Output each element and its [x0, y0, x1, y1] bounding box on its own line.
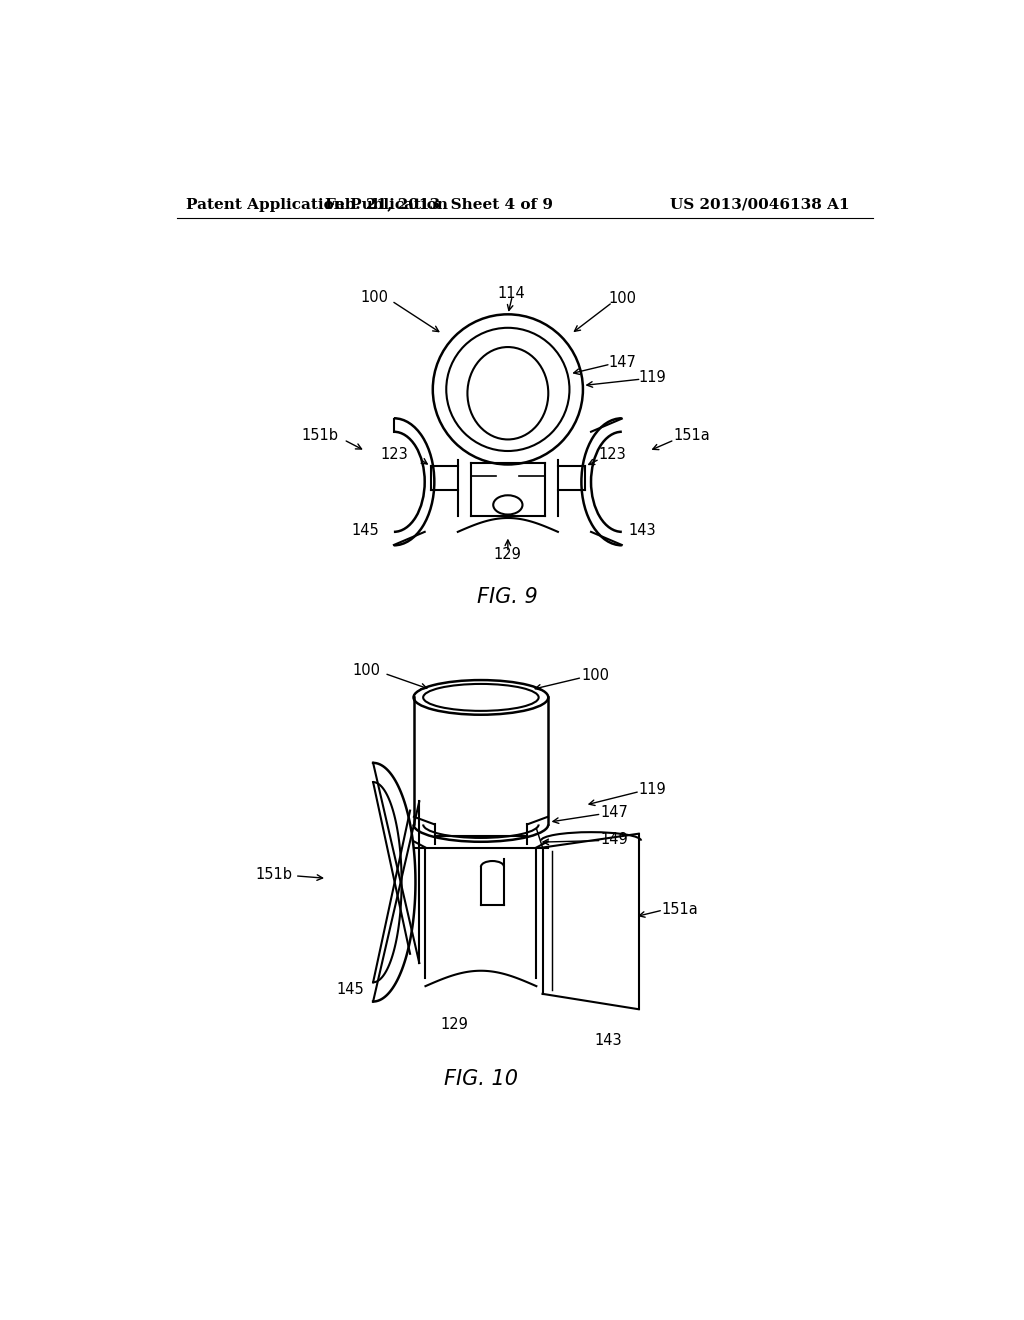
Text: 129: 129: [440, 1018, 468, 1032]
Text: 151b: 151b: [255, 867, 292, 882]
Text: 149: 149: [600, 833, 628, 847]
Text: 143: 143: [629, 523, 656, 537]
Text: 129: 129: [494, 548, 522, 562]
Text: 123: 123: [380, 447, 408, 462]
Text: FIG. 10: FIG. 10: [444, 1069, 518, 1089]
Text: 119: 119: [639, 783, 667, 797]
Text: US 2013/0046138 A1: US 2013/0046138 A1: [670, 198, 849, 211]
Text: 151a: 151a: [662, 902, 698, 916]
Text: 151b: 151b: [301, 428, 339, 444]
Text: 145: 145: [336, 982, 364, 998]
Text: 147: 147: [608, 355, 636, 370]
Text: 100: 100: [360, 289, 388, 305]
Text: 123: 123: [599, 447, 627, 462]
Text: 145: 145: [351, 523, 379, 537]
Text: 100: 100: [353, 663, 381, 678]
Text: 143: 143: [594, 1032, 622, 1048]
Text: 114: 114: [498, 285, 525, 301]
Text: 100: 100: [581, 668, 609, 684]
Text: Feb. 21, 2013  Sheet 4 of 9: Feb. 21, 2013 Sheet 4 of 9: [325, 198, 553, 211]
Text: 147: 147: [600, 805, 628, 821]
Text: 100: 100: [608, 290, 636, 306]
Text: FIG. 9: FIG. 9: [477, 587, 539, 607]
Text: 119: 119: [639, 371, 667, 385]
Text: Patent Application Publication: Patent Application Publication: [186, 198, 449, 211]
Text: 151a: 151a: [674, 428, 711, 444]
